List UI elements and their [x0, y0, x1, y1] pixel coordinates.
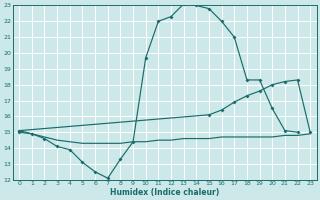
X-axis label: Humidex (Indice chaleur): Humidex (Indice chaleur)	[110, 188, 219, 197]
